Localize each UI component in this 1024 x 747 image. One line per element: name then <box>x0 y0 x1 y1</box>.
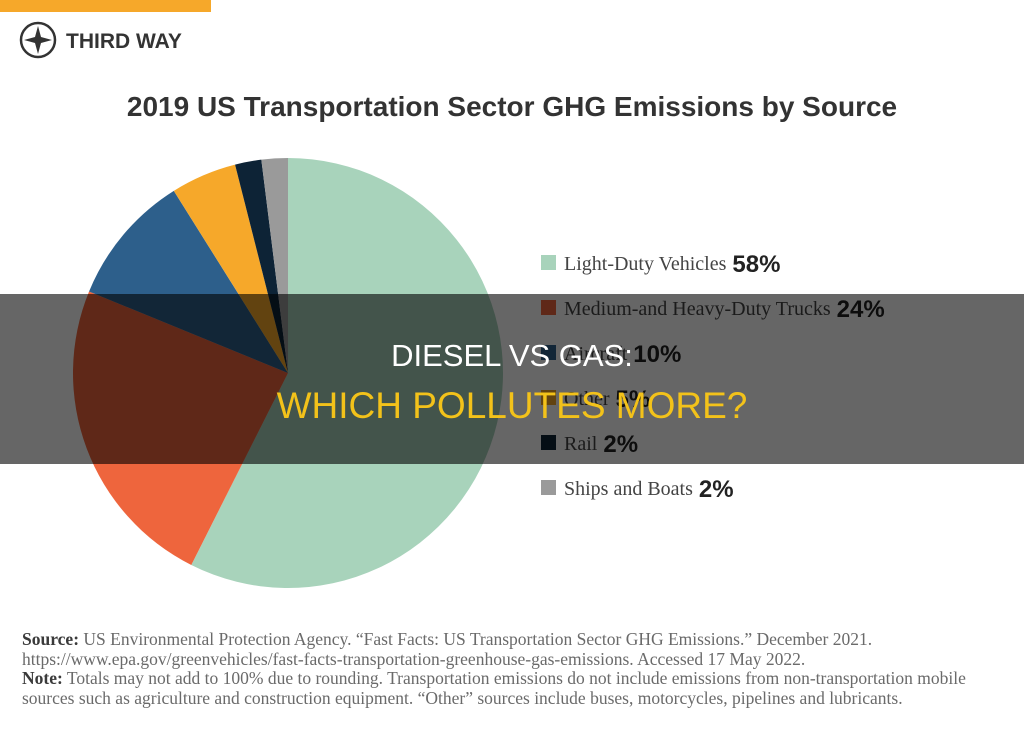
legend-value: 58% <box>732 251 780 278</box>
note: Note: Totals may not add to 100% due to … <box>22 668 997 708</box>
source-text: US Environmental Protection Agency. “Fas… <box>22 629 873 669</box>
accent-bar <box>0 0 211 12</box>
legend-value: 2% <box>699 476 734 503</box>
overlay-line2: WHICH POLLUTES MORE? <box>277 385 748 426</box>
note-label: Note: <box>22 668 63 688</box>
legend-label: Light-Duty Vehicles <box>564 253 727 275</box>
legend-label: Ships and Boats <box>564 478 693 500</box>
footer: Source: US Environmental Protection Agen… <box>22 629 997 708</box>
logo-text: THIRD WAY <box>66 30 182 53</box>
overlay-line1: DIESEL VS GAS: <box>391 338 633 373</box>
chart-title: 2019 US Transportation Sector GHG Emissi… <box>127 91 897 122</box>
note-text: Totals may not add to 100% due to roundi… <box>22 668 966 708</box>
legend-swatch <box>541 480 556 495</box>
source-label: Source: <box>22 629 80 649</box>
overlay-band <box>0 294 1024 464</box>
legend-swatch <box>541 255 556 270</box>
logo-icon <box>19 21 57 59</box>
source: Source: US Environmental Protection Agen… <box>22 629 997 669</box>
